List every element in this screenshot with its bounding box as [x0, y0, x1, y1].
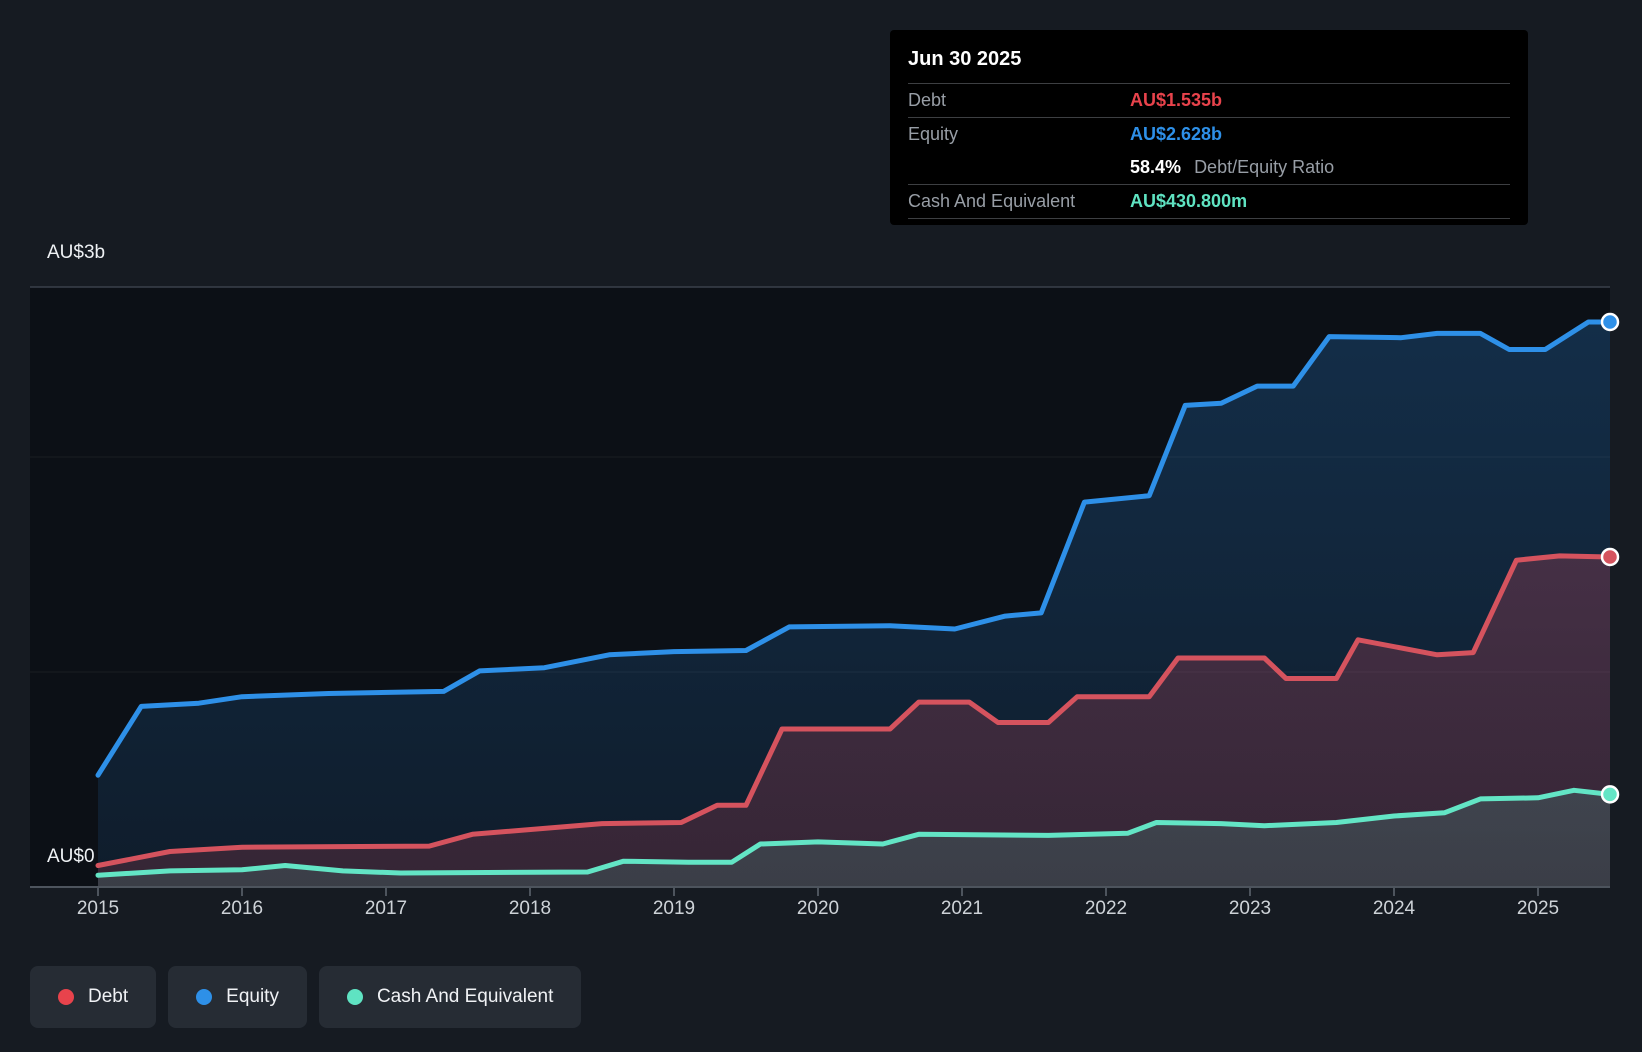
x-axis-year-labels: 2015 2016 2017 2018 2019 2020 2021 2022 2023 2024… [0, 898, 1642, 924]
equity-dot-icon [196, 989, 213, 1005]
tooltip-row-equity: Equity AU$2.628b [908, 118, 1510, 151]
x-axis-year-label: 2024 [1372, 898, 1416, 919]
legend-debt-label: Debt [88, 986, 129, 1007]
plot-background [30, 287, 1610, 887]
tooltip-ratio-value: 58.4% [1130, 157, 1182, 177]
x-axis-year-label: 2017 [364, 898, 408, 919]
tooltip-row-debt: Debt AU$1.535b [908, 84, 1510, 118]
tooltip-row-cash: Cash And Equivalent AU$430.800m [908, 185, 1510, 219]
x-axis-year-label: 2021 [940, 898, 984, 919]
legend-item-cash[interactable]: Cash And Equivalent [318, 966, 582, 1028]
tooltip-cash-value: AU$430.800m [1130, 191, 1248, 211]
tooltip-equity-value: AU$2.628b [1130, 124, 1223, 144]
x-axis-year-label: 2022 [1084, 898, 1128, 919]
tooltip-ratio-label: Debt/Equity Ratio [1194, 157, 1335, 177]
tooltip-date: Jun 30 2025 [908, 44, 1510, 84]
x-axis-year-label: 2015 [76, 898, 120, 919]
x-axis-year-label: 2023 [1228, 898, 1272, 919]
x-axis-year-label: 2018 [508, 898, 552, 919]
legend-cash-label: Cash And Equivalent [376, 986, 554, 1007]
y-axis-max-label: AU$3b [47, 242, 106, 263]
cash-dot-icon [346, 989, 363, 1005]
chart-tooltip: Jun 30 2025 Debt AU$1.535b Equity AU$2.6… [890, 30, 1528, 225]
tooltip-row-ratio: 58.4% Debt/Equity Ratio [908, 151, 1510, 185]
legend-item-equity[interactable]: Equity [168, 966, 307, 1028]
x-axis-year-label: 2016 [220, 898, 264, 919]
tooltip-debt-label: Debt [908, 90, 947, 110]
y-axis-zero-label: AU$0 [47, 846, 95, 867]
x-axis-year-label: 2019 [652, 898, 696, 919]
tooltip-equity-label: Equity [908, 124, 959, 144]
debt-dot-icon [58, 989, 74, 1005]
x-axis-year-label: 2025 [1516, 898, 1560, 919]
legend-item-debt[interactable]: Debt [30, 966, 157, 1028]
chart-legend: Debt Equity Cash And Equivalent [30, 966, 582, 1028]
legend-equity-label: Equity [226, 986, 279, 1007]
x-axis-year-label: 2020 [796, 898, 840, 919]
tooltip-debt-value: AU$1.535b [1130, 90, 1223, 110]
tooltip-cash-label: Cash And Equivalent [908, 191, 1076, 211]
